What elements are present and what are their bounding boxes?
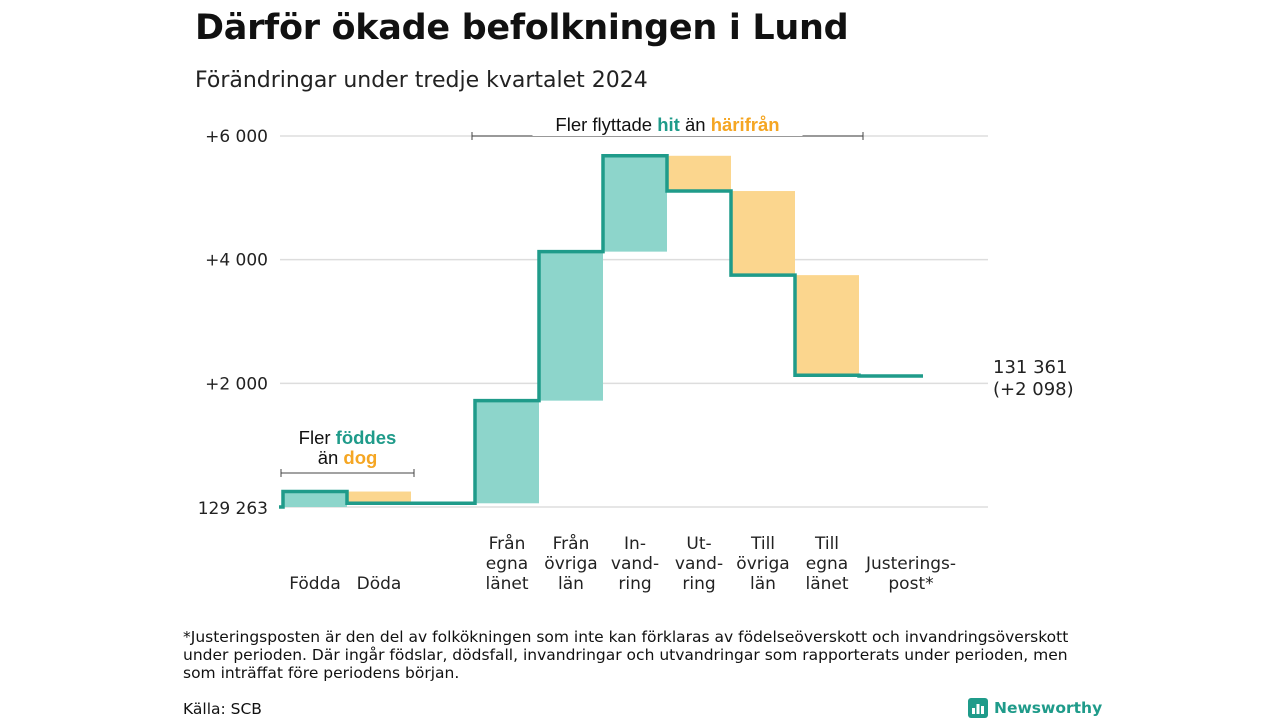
category-label: In-vand-ring (611, 534, 659, 594)
y-tick-label: +4 000 (205, 251, 268, 271)
source-credit: Källa: SCB (183, 700, 262, 718)
y-tick-label: +2 000 (205, 374, 268, 394)
category-label: Döda (357, 574, 402, 594)
bar-chart-logo-icon (968, 698, 988, 718)
chart-title: Därför ökade befolkningen i Lund (195, 8, 849, 48)
decrease-bar (667, 155, 731, 192)
category-label: Födda (289, 574, 341, 594)
annotation-text: Fler flyttade hit än härifrån (555, 114, 779, 135)
category-label: Från egna länet (485, 533, 528, 594)
increase-bar (539, 251, 603, 401)
category-label: Från övriga län (544, 533, 597, 594)
annotation-text: än dog (318, 447, 378, 468)
footnote: *Justeringsposten är den del av folkökni… (183, 628, 1069, 682)
decrease-bar (795, 275, 859, 376)
category-label: Ut-vand-ring (675, 534, 723, 594)
chart-subtitle: Förändringar under tredje kvartalet 2024 (195, 68, 648, 93)
logo-text: Newsworthy (994, 699, 1103, 717)
decrease-bar (347, 491, 411, 504)
decrease-bar (731, 191, 795, 276)
increase-bar (283, 491, 347, 507)
end-value-label: 131 361 (993, 357, 1067, 378)
newsworthy-logo[interactable]: Newsworthy (968, 697, 1102, 719)
increase-bar (603, 155, 667, 252)
start-value-label: 129 263 (198, 499, 268, 519)
category-label: Till övriga län (736, 534, 789, 594)
cumulative-step-line (279, 154, 923, 509)
category-label: Justerings-post* (865, 554, 956, 594)
increase-bar (475, 400, 539, 504)
y-tick-label: +6 000 (205, 127, 268, 147)
category-label: Till egna länet (805, 534, 848, 594)
annotation-bg (532, 112, 803, 136)
waterfall-chart: +6 000 +4 000 +2 000 129 263 Födda Döda Från eg… (198, 112, 1074, 594)
end-change-label: (+2 098) (993, 379, 1074, 400)
annotation-text: Fler föddes (299, 427, 397, 448)
